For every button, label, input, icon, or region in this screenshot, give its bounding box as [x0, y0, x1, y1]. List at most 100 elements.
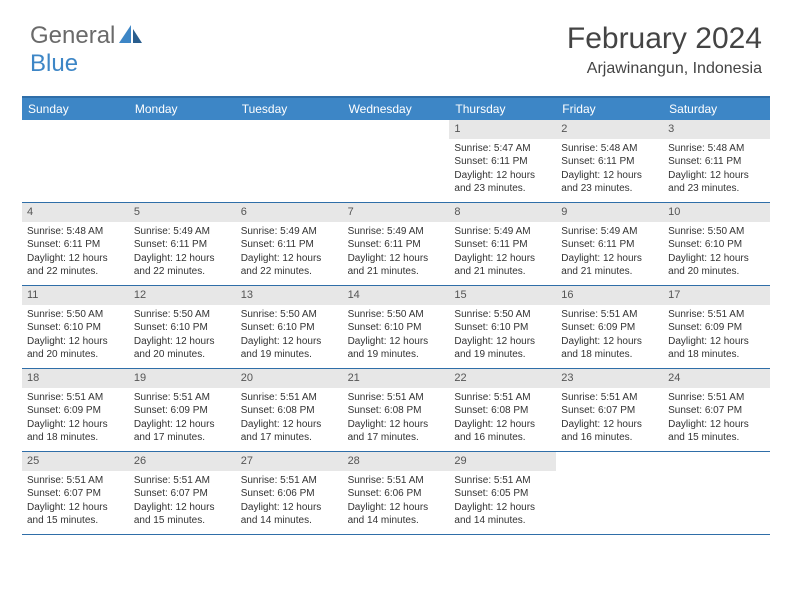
daylight: Daylight: 12 hours and 21 minutes.: [454, 252, 551, 279]
weekday-thursday: Thursday: [449, 98, 556, 120]
sunset: Sunset: 6:11 PM: [454, 155, 551, 169]
day-number: 16: [556, 286, 663, 305]
sunrise: Sunrise: 5:50 AM: [348, 308, 445, 322]
day-27: 27Sunrise: 5:51 AMSunset: 6:06 PMDayligh…: [236, 452, 343, 534]
day-number: 4: [22, 203, 129, 222]
day-number: 12: [129, 286, 236, 305]
day-2: 2Sunrise: 5:48 AMSunset: 6:11 PMDaylight…: [556, 120, 663, 202]
day-14: 14Sunrise: 5:50 AMSunset: 6:10 PMDayligh…: [343, 286, 450, 368]
day-number: 1: [449, 120, 556, 139]
day-number: 11: [22, 286, 129, 305]
sunset: Sunset: 6:08 PM: [348, 404, 445, 418]
day-number: 3: [663, 120, 770, 139]
weekday-tuesday: Tuesday: [236, 98, 343, 120]
daylight: Daylight: 12 hours and 21 minutes.: [561, 252, 658, 279]
week-row: 11Sunrise: 5:50 AMSunset: 6:10 PMDayligh…: [22, 286, 770, 369]
daylight: Daylight: 12 hours and 20 minutes.: [668, 252, 765, 279]
sunset: Sunset: 6:11 PM: [241, 238, 338, 252]
sunrise: Sunrise: 5:51 AM: [348, 391, 445, 405]
day-number: 17: [663, 286, 770, 305]
day-number: 15: [449, 286, 556, 305]
sunrise: Sunrise: 5:51 AM: [561, 308, 658, 322]
day-number: 5: [129, 203, 236, 222]
day-number: 20: [236, 369, 343, 388]
week-row: 25Sunrise: 5:51 AMSunset: 6:07 PMDayligh…: [22, 452, 770, 535]
day-number: 13: [236, 286, 343, 305]
sunrise: Sunrise: 5:49 AM: [454, 225, 551, 239]
day-number: 23: [556, 369, 663, 388]
day-11: 11Sunrise: 5:50 AMSunset: 6:10 PMDayligh…: [22, 286, 129, 368]
day-empty: [22, 120, 129, 202]
logo-text-general: General: [30, 22, 115, 50]
sunrise: Sunrise: 5:48 AM: [27, 225, 124, 239]
day-10: 10 Sunrise: 5:50 AMSunset: 6:10 PMDayligh…: [663, 203, 770, 285]
sunset: Sunset: 6:09 PM: [134, 404, 231, 418]
day-25: 25Sunrise: 5:51 AMSunset: 6:07 PMDayligh…: [22, 452, 129, 534]
sunset: Sunset: 6:06 PM: [241, 487, 338, 501]
day-18: 18Sunrise: 5:51 AMSunset: 6:09 PMDayligh…: [22, 369, 129, 451]
day-number: 6: [236, 203, 343, 222]
sunset: Sunset: 6:07 PM: [134, 487, 231, 501]
sunset: Sunset: 6:10 PM: [348, 321, 445, 335]
sunrise: Sunrise: 5:50 AM: [241, 308, 338, 322]
day-17: 17 Sunrise: 5:51 AMSunset: 6:09 PMDayligh…: [663, 286, 770, 368]
sunset: Sunset: 6:09 PM: [668, 321, 765, 335]
header: General February 2024 Arjawinangun, Indo…: [0, 0, 792, 88]
day-4: 4Sunrise: 5:48 AMSunset: 6:11 PMDaylight…: [22, 203, 129, 285]
sunrise: Sunrise: 5:48 AM: [668, 142, 765, 156]
day-13: 13Sunrise: 5:50 AMSunset: 6:10 PMDayligh…: [236, 286, 343, 368]
day-empty: [556, 452, 663, 534]
day-number: 29: [449, 452, 556, 471]
sunrise: Sunrise: 5:49 AM: [561, 225, 658, 239]
sunset: Sunset: 6:11 PM: [348, 238, 445, 252]
day-8: 8Sunrise: 5:49 AMSunset: 6:11 PMDaylight…: [449, 203, 556, 285]
week-row: 4Sunrise: 5:48 AMSunset: 6:11 PMDaylight…: [22, 203, 770, 286]
sunrise: Sunrise: 5:51 AM: [668, 308, 765, 322]
sunset: Sunset: 6:10 PM: [27, 321, 124, 335]
daylight: Daylight: 12 hours and 18 minutes.: [561, 335, 658, 362]
sunset: Sunset: 6:11 PM: [561, 238, 658, 252]
sunset: Sunset: 6:11 PM: [134, 238, 231, 252]
calendar: SundayMondayTuesdayWednesdayThursdayFrid…: [22, 96, 770, 535]
sunrise: Sunrise: 5:49 AM: [134, 225, 231, 239]
day-number: 21: [343, 369, 450, 388]
sunrise: Sunrise: 5:49 AM: [348, 225, 445, 239]
daylight: Daylight: 12 hours and 17 minutes.: [348, 418, 445, 445]
sunset: Sunset: 6:10 PM: [668, 238, 765, 252]
day-28: 28Sunrise: 5:51 AMSunset: 6:06 PMDayligh…: [343, 452, 450, 534]
sunrise: Sunrise: 5:50 AM: [134, 308, 231, 322]
sunrise: Sunrise: 5:50 AM: [454, 308, 551, 322]
daylight: Daylight: 12 hours and 22 minutes.: [27, 252, 124, 279]
logo: General: [30, 22, 147, 50]
weekday-monday: Monday: [129, 98, 236, 120]
sunrise: Sunrise: 5:50 AM: [668, 225, 765, 239]
sunrise: Sunrise: 5:51 AM: [27, 474, 124, 488]
sunrise: Sunrise: 5:51 AM: [454, 474, 551, 488]
weekday-wednesday: Wednesday: [343, 98, 450, 120]
daylight: Daylight: 12 hours and 14 minutes.: [454, 501, 551, 528]
sunset: Sunset: 6:06 PM: [348, 487, 445, 501]
day-9: 9 Sunrise: 5:49 AMSunset: 6:11 PMDaylight…: [556, 203, 663, 285]
day-number: 10: [663, 203, 770, 222]
sunset: Sunset: 6:07 PM: [668, 404, 765, 418]
location: Arjawinangun, Indonesia: [567, 60, 762, 78]
day-number: 19: [129, 369, 236, 388]
sunrise: Sunrise: 5:51 AM: [454, 391, 551, 405]
logo-blue-row: Blue: [30, 50, 78, 78]
sunrise: Sunrise: 5:50 AM: [27, 308, 124, 322]
weekday-friday: Friday: [556, 98, 663, 120]
day-15: 15Sunrise: 5:50 AMSunset: 6:10 PMDayligh…: [449, 286, 556, 368]
day-number: 9: [556, 203, 663, 222]
daylight: Daylight: 12 hours and 14 minutes.: [348, 501, 445, 528]
sunset: Sunset: 6:10 PM: [454, 321, 551, 335]
day-number: 27: [236, 452, 343, 471]
daylight: Daylight: 12 hours and 18 minutes.: [668, 335, 765, 362]
sunrise: Sunrise: 5:51 AM: [241, 474, 338, 488]
sunrise: Sunrise: 5:51 AM: [561, 391, 658, 405]
daylight: Daylight: 12 hours and 16 minutes.: [561, 418, 658, 445]
day-number: 2: [556, 120, 663, 139]
sunset: Sunset: 6:11 PM: [561, 155, 658, 169]
sunset: Sunset: 6:08 PM: [241, 404, 338, 418]
daylight: Daylight: 12 hours and 16 minutes.: [454, 418, 551, 445]
daylight: Daylight: 12 hours and 22 minutes.: [241, 252, 338, 279]
